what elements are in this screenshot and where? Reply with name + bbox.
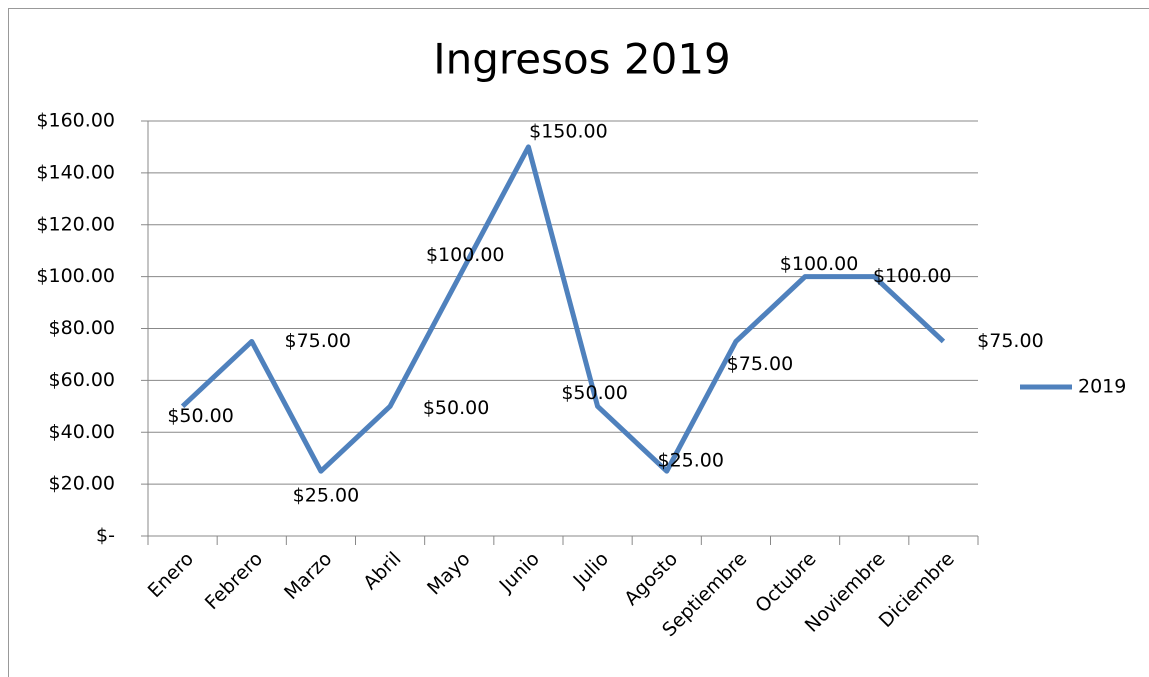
chart-title: Ingresos 2019 — [433, 35, 731, 84]
y-tick-label: $60.00 — [49, 369, 115, 391]
data-label: $25.00 — [293, 485, 359, 507]
data-label: $50.00 — [561, 382, 627, 404]
data-label: $100.00 — [780, 253, 859, 275]
data-label: $25.00 — [658, 450, 724, 472]
y-tick-label: $20.00 — [49, 473, 115, 495]
data-label: $150.00 — [529, 120, 608, 142]
data-label: $50.00 — [167, 405, 233, 427]
y-tick-label: $- — [96, 525, 115, 547]
y-tick-label: $120.00 — [36, 213, 115, 235]
y-tick-label: $140.00 — [36, 161, 115, 183]
data-label: $75.00 — [977, 330, 1043, 352]
data-label: $100.00 — [873, 265, 952, 287]
y-tick-label: $160.00 — [36, 110, 115, 132]
data-label: $75.00 — [285, 330, 351, 352]
data-label: $50.00 — [423, 397, 489, 419]
y-tick-label: $100.00 — [36, 265, 115, 287]
legend-label: 2019 — [1078, 376, 1126, 398]
y-tick-label: $40.00 — [49, 421, 115, 443]
data-label: $100.00 — [426, 244, 505, 266]
y-tick-label: $80.00 — [49, 317, 115, 339]
data-label: $75.00 — [727, 353, 793, 375]
line-series — [180, 144, 946, 474]
